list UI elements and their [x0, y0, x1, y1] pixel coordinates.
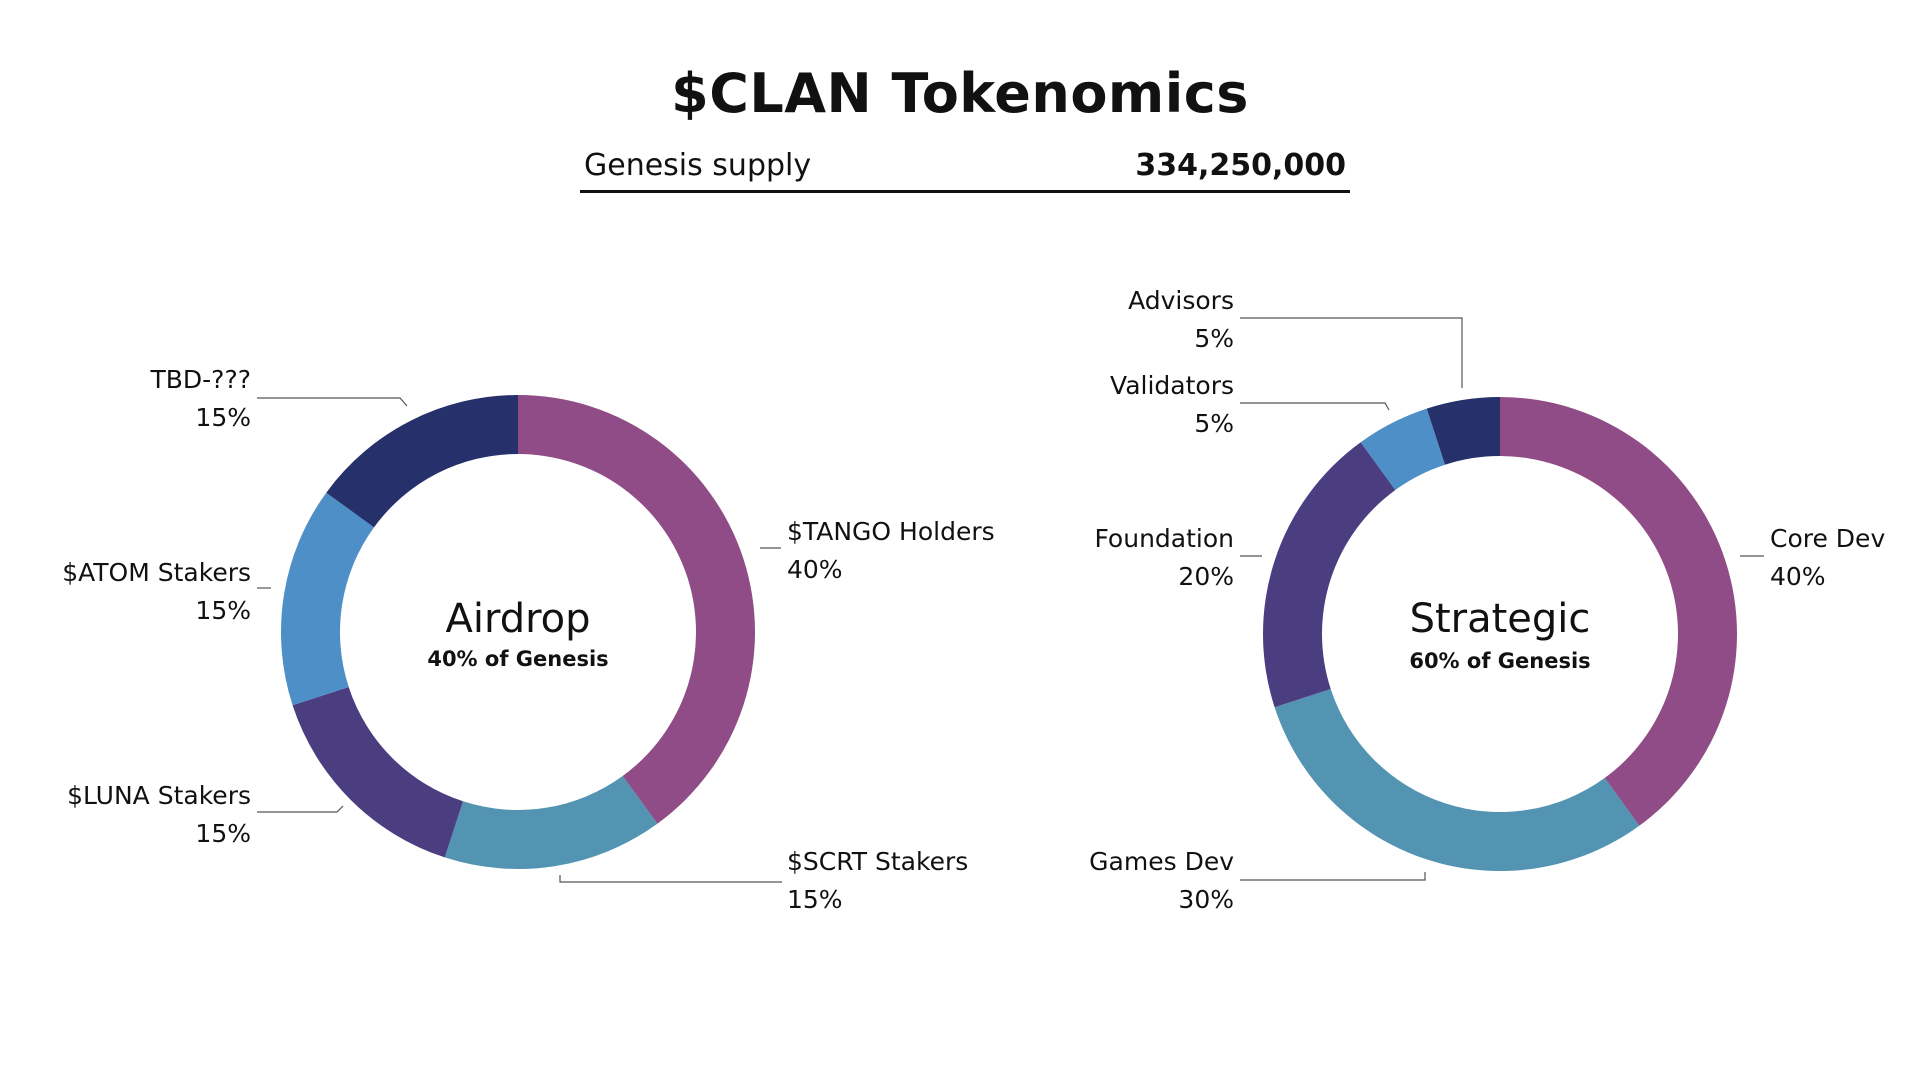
slice-value-validators: 5%	[1194, 409, 1234, 438]
slice-scrt-stakers	[444, 776, 658, 869]
leader-line-luna-stakers	[257, 805, 344, 813]
slice-value-games-dev: 30%	[1178, 885, 1234, 914]
slice-foundation	[1263, 442, 1396, 708]
leader-line-games-dev	[1240, 872, 1426, 881]
donut-center-title: Strategic	[1410, 596, 1591, 642]
slice-tango-holders	[518, 395, 755, 824]
slice-label-tbd: TBD-???	[149, 365, 251, 394]
slice-advisors	[1426, 397, 1500, 465]
slice-value-atom-stakers: 15%	[195, 596, 251, 625]
slice-label-advisors: Advisors	[1128, 286, 1234, 315]
donut-center-title: Airdrop	[445, 596, 590, 642]
leader-line-scrt-stakers	[559, 875, 782, 883]
donut-center-subtitle: 60% of Genesis	[1409, 649, 1590, 673]
genesis-supply-value: 334,250,000	[1135, 148, 1346, 183]
slice-core-dev	[1500, 397, 1737, 826]
slice-label-foundation: Foundation	[1094, 524, 1234, 553]
page-title: $CLAN Tokenomics	[671, 62, 1249, 125]
donut-center-subtitle: 40% of Genesis	[427, 647, 608, 671]
slice-label-games-dev: Games Dev	[1089, 847, 1234, 876]
slice-value-core-dev: 40%	[1770, 562, 1826, 591]
slice-label-validators: Validators	[1110, 371, 1234, 400]
slice-value-luna-stakers: 15%	[195, 819, 251, 848]
slice-label-luna-stakers: $LUNA Stakers	[67, 781, 251, 810]
slice-label-core-dev: Core Dev	[1770, 524, 1885, 553]
slice-value-foundation: 20%	[1178, 562, 1234, 591]
slice-label-atom-stakers: $ATOM Stakers	[62, 558, 251, 587]
slice-label-tango-holders: $TANGO Holders	[787, 517, 995, 546]
airdrop-donut-chart: $TANGO Holders 40% $SCRT Stakers 15% $LUNA S…	[62, 365, 994, 914]
leader-line-validators	[1240, 402, 1390, 411]
strategic-donut-chart: Core Dev 40% Games Dev 30% Foundation 20% Vali…	[1089, 286, 1885, 914]
leader-line-tbd	[257, 397, 408, 407]
leader-line-advisors	[1240, 317, 1463, 388]
slice-value-scrt-stakers: 15%	[787, 885, 843, 914]
genesis-supply-label: Genesis supply	[584, 148, 812, 183]
slice-label-scrt-stakers: $SCRT Stakers	[787, 847, 968, 876]
slice-validators	[1360, 408, 1445, 490]
slice-value-tango-holders: 40%	[787, 555, 843, 584]
slice-value-tbd: 15%	[195, 403, 251, 432]
slice-games-dev	[1274, 689, 1640, 871]
genesis-supply-row: Genesis supply 334,250,000	[580, 148, 1350, 193]
slice-value-advisors: 5%	[1194, 324, 1234, 353]
slice-tbd	[326, 395, 518, 528]
slice-luna-stakers	[292, 687, 463, 858]
slice-atom-stakers	[281, 492, 374, 706]
